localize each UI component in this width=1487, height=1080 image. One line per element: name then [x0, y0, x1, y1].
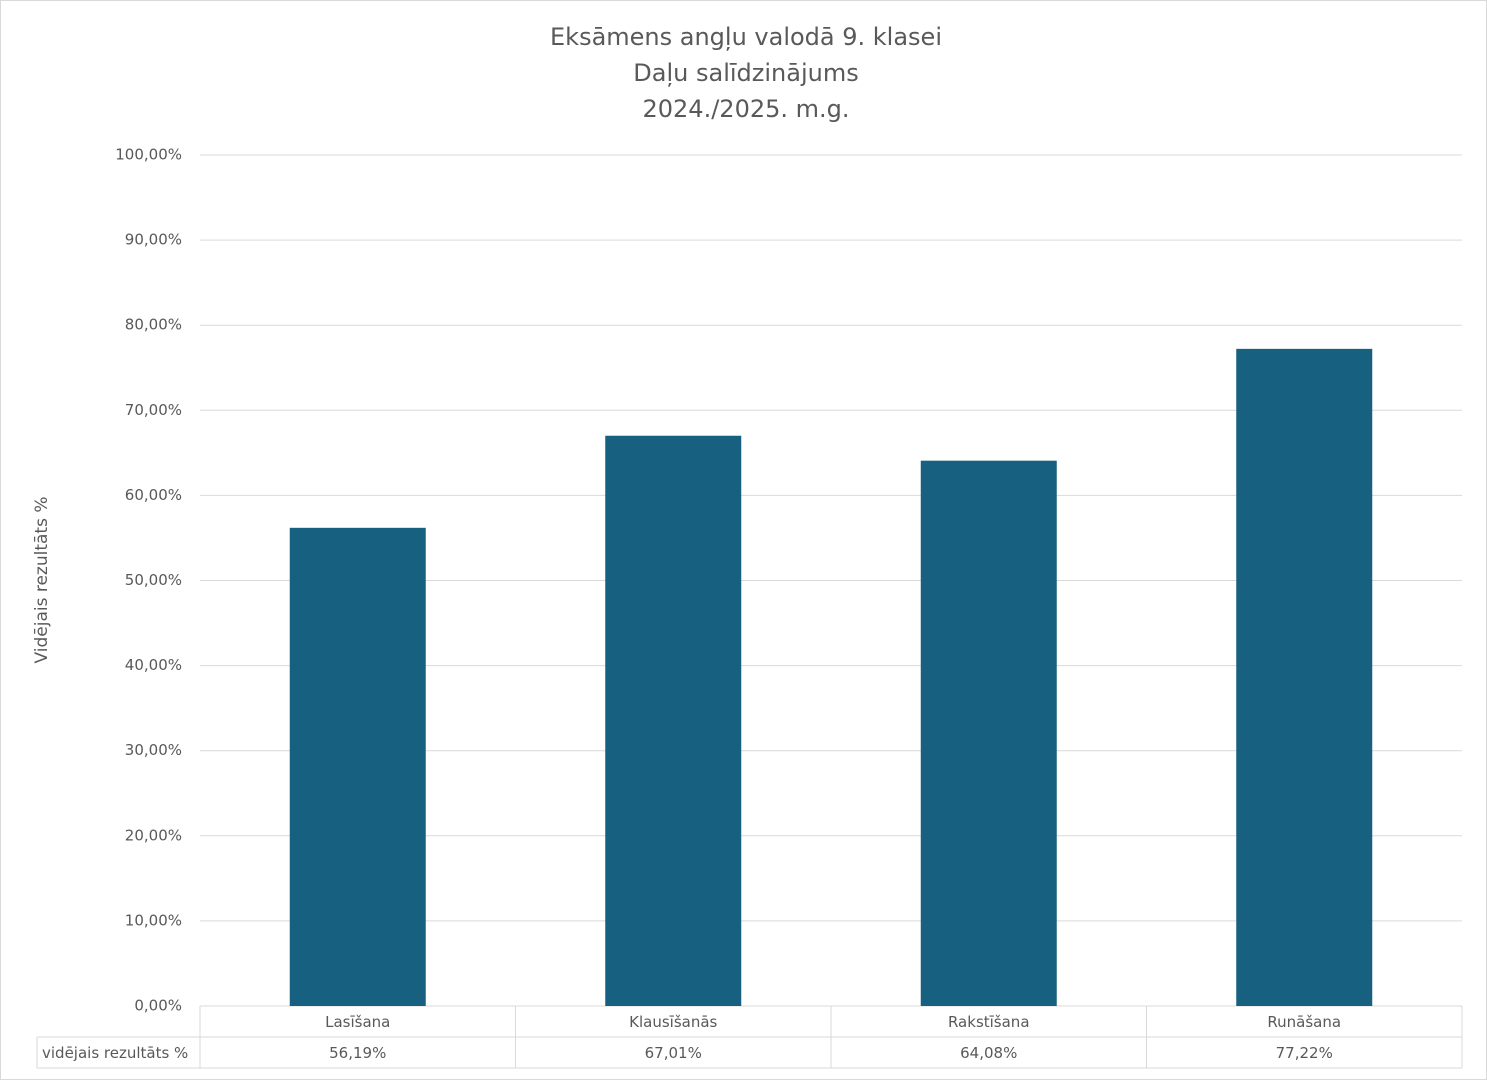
- bar: [605, 435, 742, 1007]
- y-tick-label: 80,00%: [125, 316, 182, 334]
- y-tick-label: 60,00%: [125, 486, 182, 504]
- y-tick-label: 30,00%: [125, 741, 182, 759]
- y-tick-label: 40,00%: [125, 656, 182, 674]
- y-tick-label: 100,00%: [115, 146, 182, 164]
- table-value: 64,08%: [960, 1044, 1017, 1062]
- y-tick-label: 0,00%: [134, 997, 182, 1015]
- table-value: 56,19%: [329, 1044, 386, 1062]
- table-value: 77,22%: [1276, 1044, 1333, 1062]
- x-tick-label: Rakstīšana: [948, 1013, 1030, 1031]
- chart-subtitle: Daļu salīdzinājums: [633, 59, 858, 87]
- y-axis-label: Vidējais rezultāts %: [32, 496, 52, 663]
- chart-subtitle: 2024./2025. m.g.: [643, 95, 850, 123]
- x-tick-label: Runāšana: [1267, 1013, 1341, 1031]
- bar: [289, 527, 426, 1006]
- x-tick-label: Lasīšana: [325, 1013, 390, 1031]
- y-tick-label: 70,00%: [125, 401, 182, 419]
- bar: [1236, 348, 1373, 1006]
- table-value: 67,01%: [645, 1044, 702, 1062]
- y-tick-label: 10,00%: [125, 911, 182, 929]
- y-tick-label: 20,00%: [125, 826, 182, 844]
- y-tick-label: 90,00%: [125, 231, 182, 249]
- chart-title: Eksāmens angļu valodā 9. klasei: [550, 23, 942, 51]
- y-tick-label: 50,00%: [125, 571, 182, 589]
- x-tick-label: Klausīšanās: [629, 1013, 717, 1031]
- bar: [920, 460, 1057, 1006]
- table-series-name: vidējais rezultāts %: [42, 1044, 188, 1062]
